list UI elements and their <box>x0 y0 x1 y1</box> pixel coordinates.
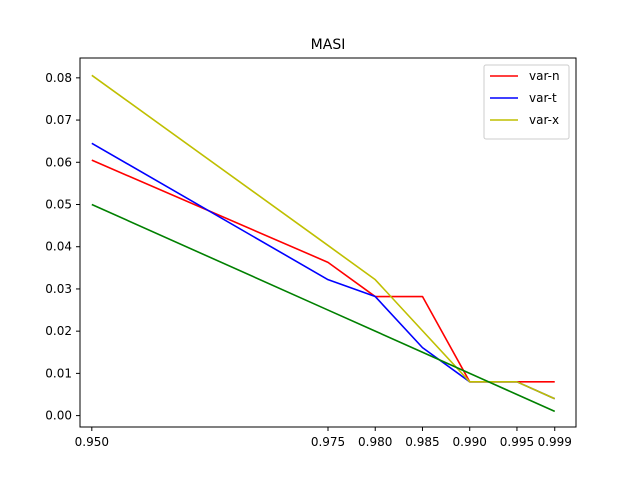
legend: var-n var-t var-x <box>483 64 570 140</box>
chart-title: MASI <box>311 37 346 53</box>
y-tick-label: 0.05 <box>45 198 72 212</box>
x-axis: 0.950 0.975 0.980 0.985 0.990 0.995 0.999 <box>75 427 572 449</box>
series-line-var-x <box>91 74 556 400</box>
y-tick-label: 0.07 <box>45 113 72 127</box>
y-axis: 0.00 0.01 0.02 0.03 0.04 0.05 0.06 0.07 0.08 <box>45 71 80 423</box>
x-tick-label: 0.990 <box>453 435 487 449</box>
x-tick-label: 0.980 <box>358 435 392 449</box>
y-tick-label: 0.00 <box>45 409 72 423</box>
y-tick-label: 0.03 <box>45 282 72 296</box>
legend-label: var-x <box>529 113 559 127</box>
legend-label: var-n <box>529 69 560 83</box>
x-tick-label: 0.985 <box>405 435 439 449</box>
x-tick-label: 0.995 <box>500 435 534 449</box>
legend-label: var-t <box>529 91 557 105</box>
y-tick-label: 0.02 <box>45 324 72 338</box>
series-lines <box>91 74 556 413</box>
plot-frame <box>79 57 577 428</box>
y-tick-label: 0.04 <box>45 240 72 254</box>
y-tick-label: 0.01 <box>45 366 72 380</box>
series-line-series-4 <box>91 203 556 413</box>
y-tick-label: 0.08 <box>45 71 72 85</box>
x-tick-label: 0.975 <box>311 435 345 449</box>
y-tick-label: 0.06 <box>45 155 72 169</box>
x-tick-label: 0.950 <box>75 435 109 449</box>
x-tick-label: 0.999 <box>538 435 572 449</box>
